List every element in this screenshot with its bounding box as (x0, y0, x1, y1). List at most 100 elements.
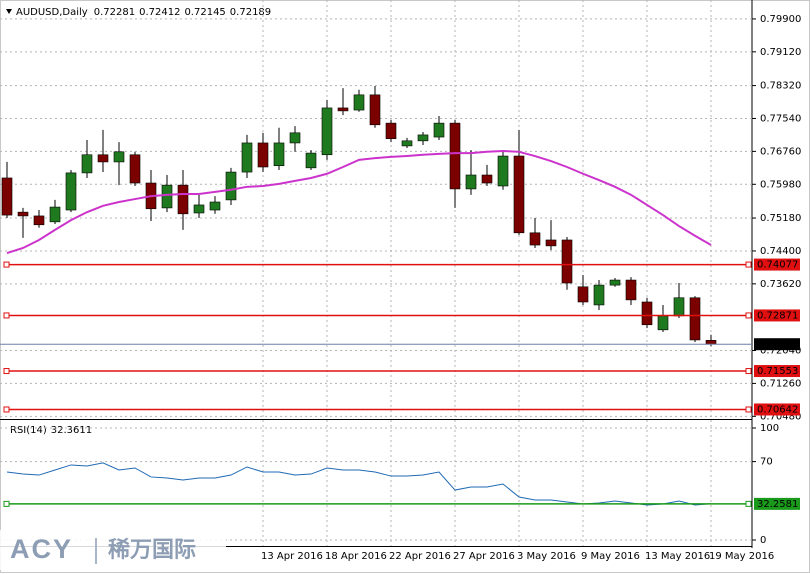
y-tick-label: 70 (760, 457, 773, 468)
x-tick-label: 22 Apr 2016 (389, 551, 451, 562)
candle-body (529, 232, 541, 246)
candle-body (289, 132, 301, 144)
candle-body (433, 122, 445, 138)
x-tick-label: 3 May 2016 (517, 551, 576, 562)
rsi-value: 32.3611 (51, 425, 92, 436)
y-tick-label: 100 (760, 423, 779, 434)
candle-body (209, 201, 221, 211)
candle-body (225, 171, 237, 201)
menu-triangle (6, 9, 12, 14)
low-value: 0.72145 (184, 7, 225, 18)
candle-body (113, 151, 125, 163)
rsi-name: RSI(14) (10, 425, 47, 436)
candle-body (273, 142, 285, 167)
y-tick-label: 0.79120 (760, 47, 801, 58)
candle-body (545, 239, 557, 247)
candle-body (513, 155, 525, 234)
candle-body (449, 122, 461, 190)
candle-body (705, 340, 717, 345)
close-value: 0.72189 (230, 7, 271, 18)
level-label: 32.2581 (757, 499, 798, 510)
watermark-bg (0, 530, 226, 570)
y-tick-label: 0.73620 (760, 279, 801, 290)
candle-body (385, 122, 397, 140)
level-marker (745, 312, 752, 319)
y-tick-label: 0 (760, 535, 766, 546)
open-value: 0.72281 (94, 7, 135, 18)
candle-body (401, 140, 413, 147)
level-marker (3, 500, 10, 507)
candle-body (241, 142, 253, 173)
candle-body (497, 155, 509, 187)
y-tick-label: 0.75980 (760, 179, 801, 190)
candle-body (593, 284, 605, 306)
candle-body (321, 107, 333, 156)
x-tick-label: 13 May 2016 (645, 551, 710, 562)
current-price-box (754, 338, 800, 351)
x-tick-label: 9 May 2016 (581, 551, 640, 562)
candle-body (65, 172, 77, 211)
candle-body (1, 177, 13, 216)
y-tick-label: 0.75180 (760, 213, 801, 224)
candle-body (17, 211, 29, 217)
candle-body (97, 154, 109, 163)
level-label-box (754, 365, 800, 378)
level-marker (3, 312, 10, 319)
candle-body (625, 279, 637, 301)
y-tick-label: 0.78320 (760, 81, 801, 92)
x-tick-label: 19 May 2016 (709, 551, 774, 562)
candle-body (353, 94, 365, 111)
candle-body (673, 297, 685, 317)
brand-chinese: 稀万国际 (108, 537, 196, 562)
y-tick-label: 0.74400 (760, 246, 801, 257)
y-tick-label: 0.71260 (760, 378, 801, 389)
level-label-box (754, 309, 800, 322)
y-tick-label: 0.70480 (760, 411, 801, 422)
candle-body (417, 134, 429, 142)
y-tick-label: 0.72040 (760, 346, 801, 357)
candle-body (161, 184, 173, 209)
y-tick-label: 0.77540 (760, 113, 801, 124)
candle-body (641, 301, 653, 326)
level-label: 0.72871 (757, 310, 798, 321)
candle-body (337, 107, 349, 112)
candle-body (257, 142, 269, 168)
candle-body (609, 279, 621, 286)
candle-body (177, 184, 189, 215)
candle-body (689, 297, 701, 341)
candle-body (129, 154, 141, 184)
candle-body (577, 286, 589, 303)
candle-body (49, 206, 61, 223)
candle-body (481, 174, 493, 184)
watermark: ACY 稀万国际 (0, 530, 226, 570)
level-marker (745, 500, 752, 507)
level-marker (3, 261, 10, 268)
plot-area: 0.79900 0.79120 0.78320 0.77540 0.76760 0.759… (0, 0, 801, 562)
level-marker (745, 261, 752, 268)
candle-body (81, 154, 93, 174)
brand-logo: ACY (10, 534, 73, 564)
level-label-box (754, 258, 800, 271)
chart-header: AUDUSD,Daily 0.72281 0.72412 0.72145 0.72189 (16, 7, 271, 18)
x-tick-label: 13 Apr 2016 (261, 551, 323, 562)
candle-body (193, 204, 205, 214)
candle-body (305, 152, 317, 169)
x-tick-label: 18 Apr 2016 (325, 551, 387, 562)
candle-body (465, 174, 477, 190)
level-label-box (754, 403, 800, 416)
candle-body (369, 94, 381, 126)
level-marker (745, 406, 752, 413)
level-marker (3, 406, 10, 413)
y-tick-label: 0.79900 (760, 14, 801, 25)
rsi-header: RSI(14) 32.3611 (10, 425, 92, 436)
level-label: 0.74077 (757, 260, 798, 271)
level-marker (745, 368, 752, 375)
current-price-label: 0.72189 (757, 339, 798, 350)
high-value: 0.72412 (139, 7, 180, 18)
candle-body (33, 215, 45, 226)
level-label: 0.70642 (757, 404, 798, 415)
y-tick-label: 0.76760 (760, 146, 801, 157)
candle-body (657, 315, 669, 331)
